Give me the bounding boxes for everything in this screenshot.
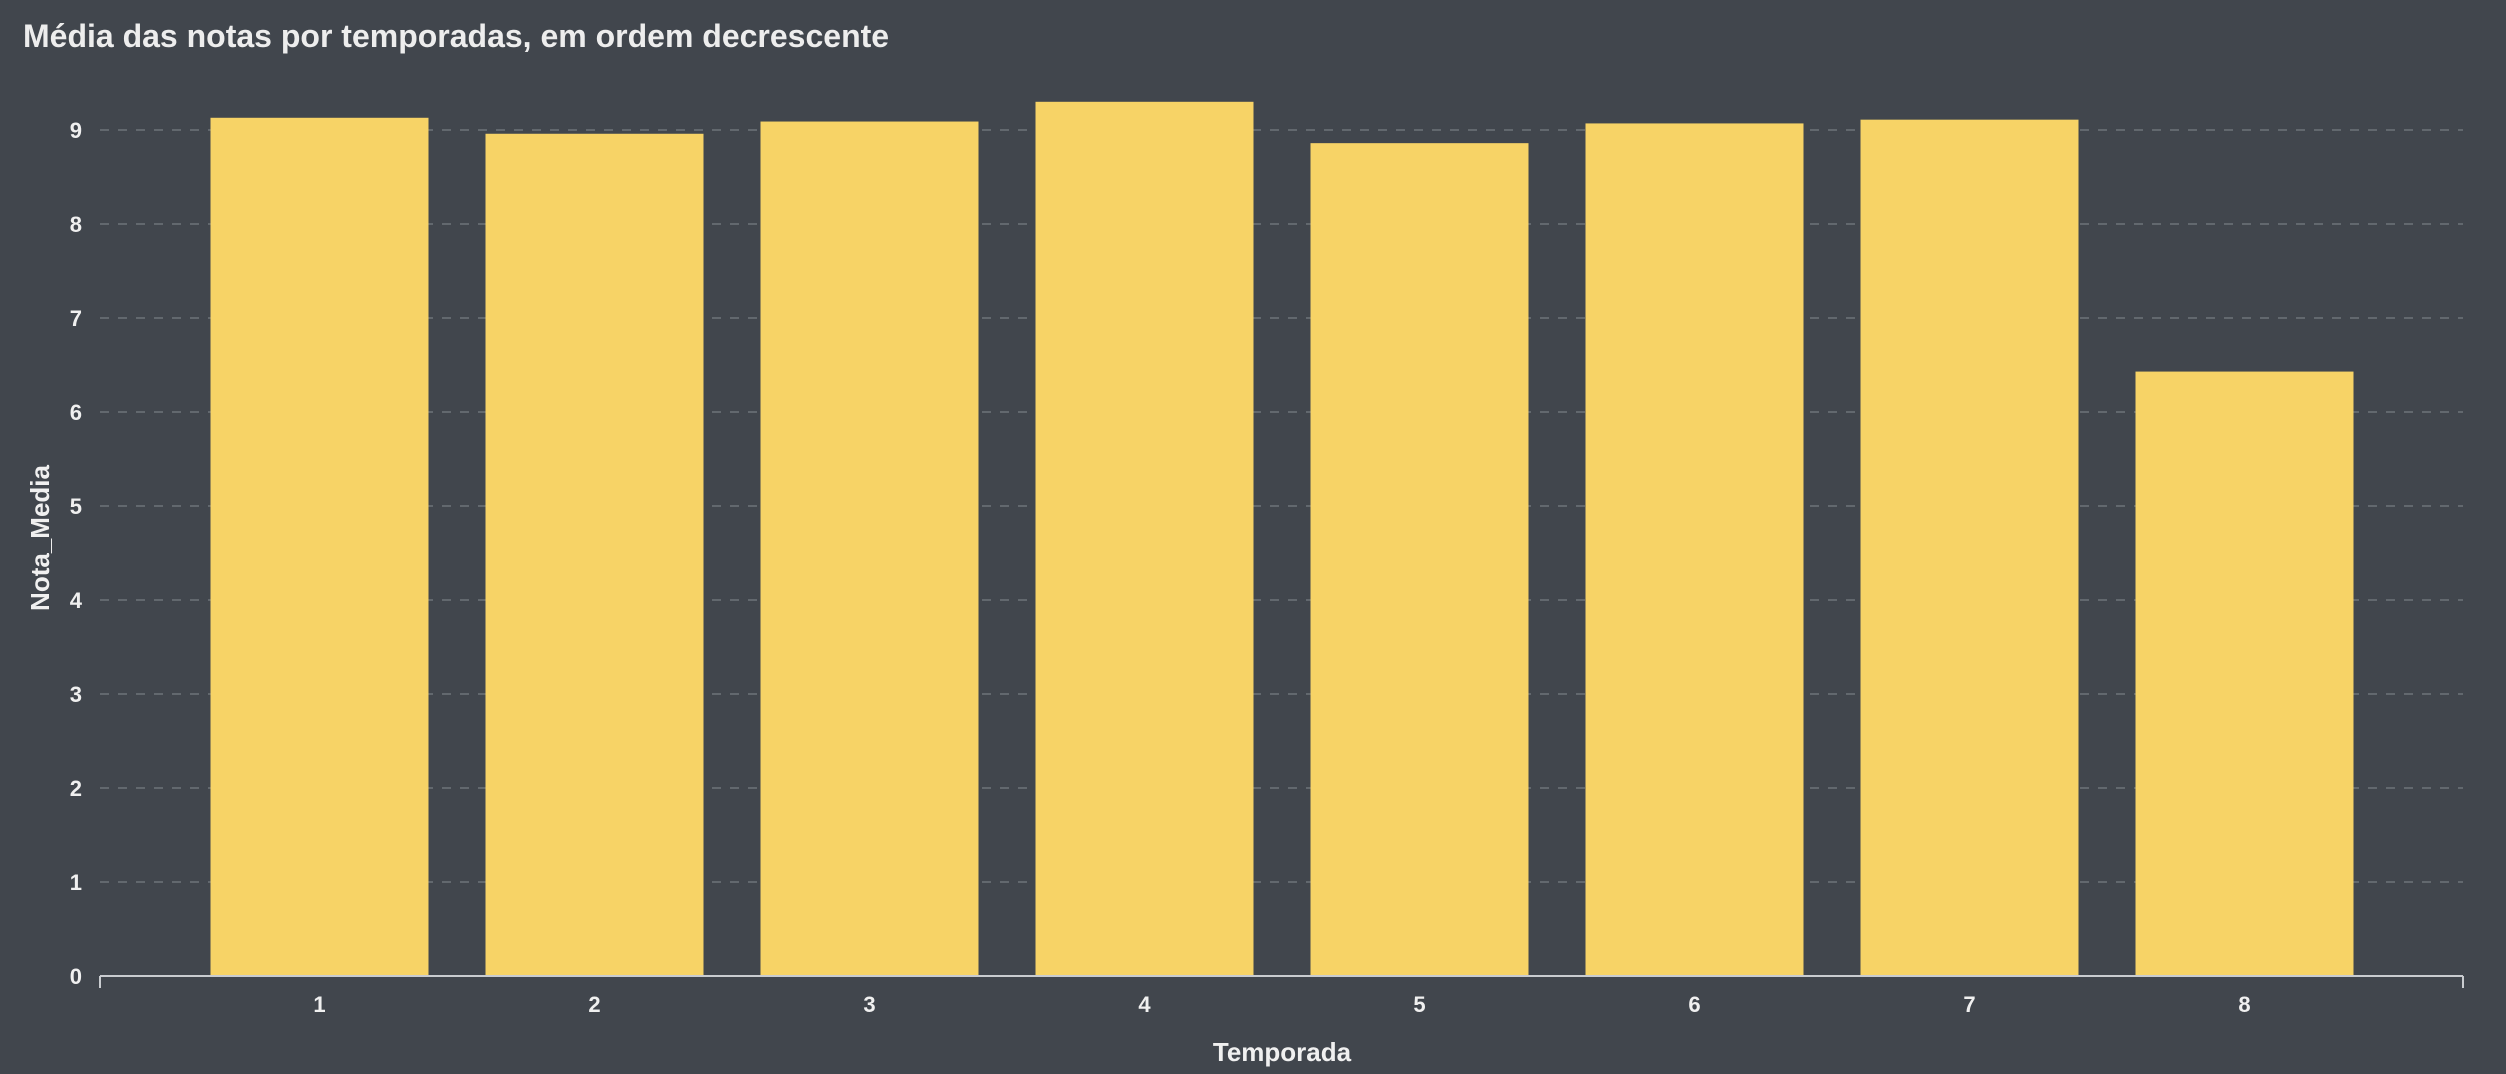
x-axis-title: Temporada — [1213, 1037, 1352, 1067]
y-axis-ticks: 0 1 2 3 4 5 6 7 8 9 — [70, 118, 83, 989]
bar — [1860, 119, 2079, 976]
chart-title: Média das notas por temporadas, em ordem… — [23, 18, 890, 54]
y-tick-label: 4 — [70, 588, 83, 613]
y-axis-title: Nota_Media — [25, 465, 55, 611]
x-tick-label: 5 — [1413, 992, 1425, 1017]
y-tick-label: 8 — [70, 212, 82, 237]
x-tick-label: 3 — [863, 992, 875, 1017]
y-tick-label: 1 — [70, 870, 82, 895]
y-tick-label: 2 — [70, 776, 82, 801]
x-axis — [99, 975, 2464, 988]
bar — [1585, 123, 1804, 977]
bar — [760, 121, 979, 977]
y-tick-label: 5 — [70, 494, 82, 519]
bar — [485, 133, 704, 976]
grid-lines — [100, 129, 2463, 883]
x-tick-label: 1 — [313, 992, 325, 1017]
x-tick-label: 8 — [2238, 992, 2250, 1017]
bar — [2135, 371, 2354, 977]
y-tick-label: 7 — [70, 306, 82, 331]
y-tick-label: 6 — [70, 400, 82, 425]
bar — [1035, 101, 1254, 977]
bar — [1310, 143, 1529, 976]
x-tick-label: 6 — [1688, 992, 1700, 1017]
x-axis-ticks: 1 2 3 4 5 6 7 8 — [313, 992, 2250, 1017]
x-tick-label: 7 — [1963, 992, 1975, 1017]
bar — [210, 117, 429, 976]
x-tick-label: 2 — [588, 992, 600, 1017]
y-tick-label: 3 — [70, 682, 82, 707]
bars — [210, 101, 2354, 977]
y-tick-label: 9 — [70, 118, 82, 143]
x-tick-label: 4 — [1138, 992, 1151, 1017]
y-tick-label: 0 — [70, 964, 82, 989]
